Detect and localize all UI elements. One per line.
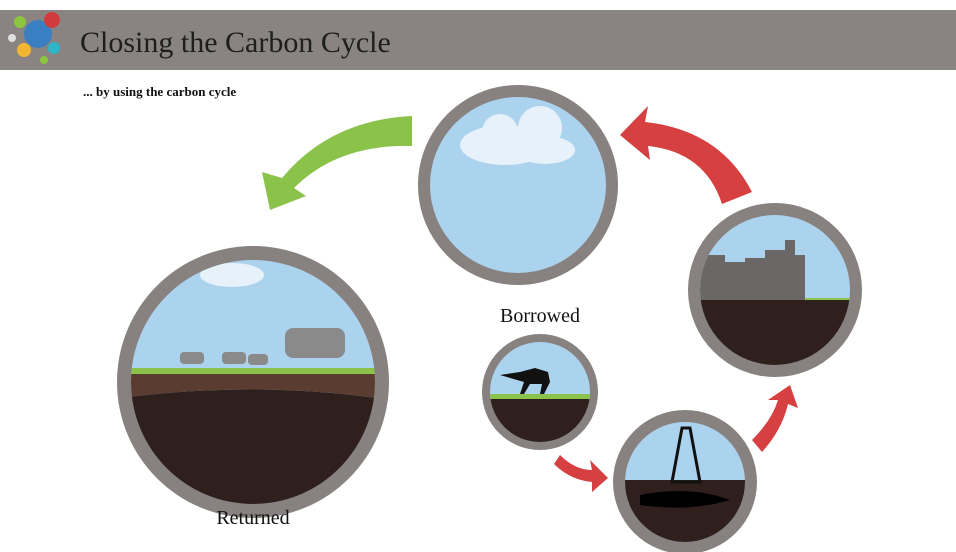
slide: Closing the Carbon Cycle ... by using th… [0, 0, 956, 552]
arrow [554, 455, 608, 492]
title: Closing the Carbon Cycle [80, 26, 391, 59]
arrow [620, 106, 752, 204]
arrow [752, 385, 798, 452]
subtitle: ... by using the carbon cycle [83, 84, 236, 99]
arrow [262, 116, 412, 210]
returned-label: Returned [216, 507, 289, 529]
borrowed-label: Borrowed [500, 305, 580, 327]
